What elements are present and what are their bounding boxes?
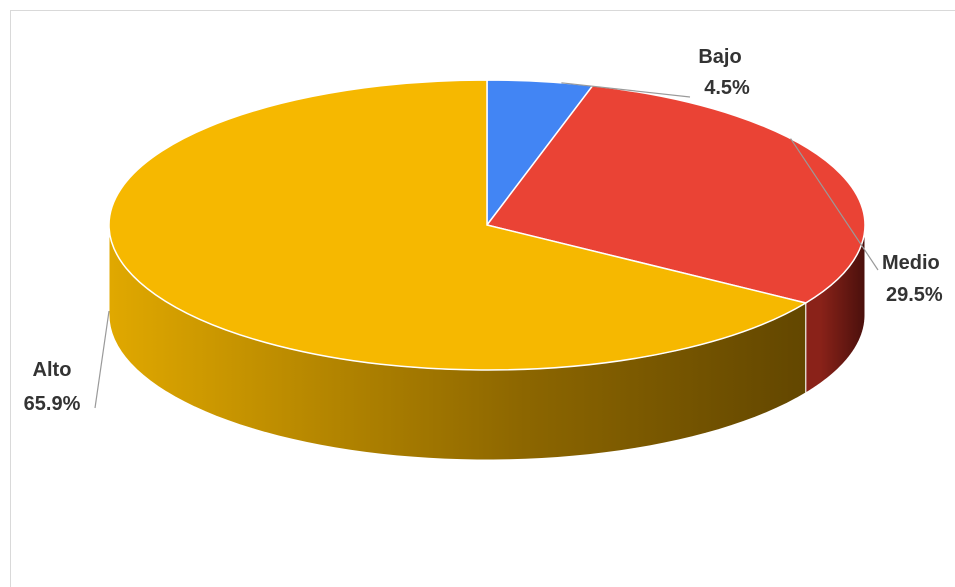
leader-line-bajo	[561, 82, 691, 98]
label-medio-name: Medio	[882, 252, 940, 274]
leader-line-alto	[94, 311, 110, 409]
pie-slice-medio	[485, 84, 866, 304]
label-alto-value: 65.9%	[24, 393, 81, 415]
leader-line-medio	[790, 138, 879, 271]
label-medio-value: 29.5%	[886, 284, 943, 306]
label-bajo-name: Bajo	[698, 46, 741, 68]
pie-slice-alto	[108, 79, 808, 371]
label-bajo-value: 4.5%	[704, 77, 750, 99]
label-alto-name: Alto	[33, 359, 72, 381]
